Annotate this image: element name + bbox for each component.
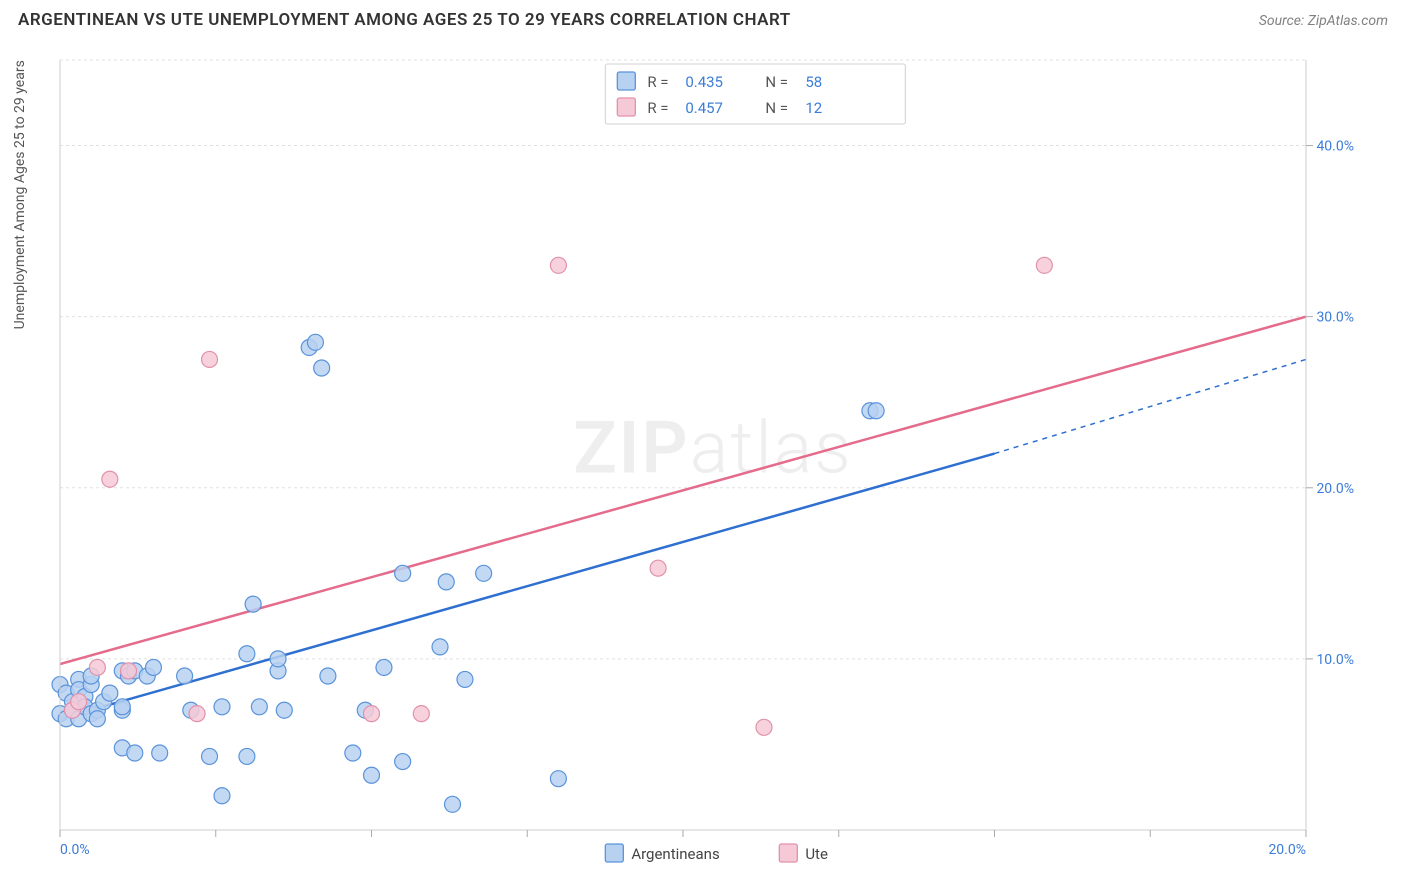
y-axis-label: Unemployment Among Ages 25 to 29 years [12,60,28,329]
scatter-point [550,771,566,787]
legend-n-label: N = [765,99,788,117]
scatter-point [202,748,218,764]
legend-r-label: R = [647,99,668,117]
chart-source: Source: ZipAtlas.com [1259,13,1388,29]
scatter-point [307,334,323,350]
scatter-point [89,659,105,675]
scatter-point [145,659,161,675]
scatter-point [202,351,218,367]
legend-swatch [779,844,797,862]
scatter-point [345,745,361,761]
scatter-point [320,668,336,684]
legend-n-value: 12 [805,99,822,117]
scatter-point [251,699,267,715]
svg-text:0.0%: 0.0% [60,842,90,858]
scatter-point [650,560,666,576]
scatter-point [1036,257,1052,273]
scatter-point [114,699,130,715]
scatter-point [438,574,454,590]
svg-text:10.0%: 10.0% [1316,652,1354,668]
legend-series-label: Argentineans [631,845,719,863]
scatter-point [102,685,118,701]
scatter-point [457,671,473,687]
scatter-point [413,706,429,722]
scatter-point [189,706,205,722]
svg-text:20.0%: 20.0% [1268,842,1306,858]
scatter-point [276,702,292,718]
scatter-point [177,668,193,684]
scatter-point [314,360,330,376]
chart-container: Unemployment Among Ages 25 to 29 years Z… [40,40,1386,872]
scatter-point [270,651,286,667]
scatter-point [71,694,87,710]
legend-r-value: 0.435 [685,73,723,91]
legend-r-label: R = [647,73,668,91]
scatter-point [214,699,230,715]
scatter-point [127,745,143,761]
scatter-point [364,706,380,722]
legend-swatch [617,72,635,90]
scatter-point [756,719,772,735]
scatter-point [376,659,392,675]
scatter-point [121,663,137,679]
scatter-point [239,748,255,764]
svg-text:30.0%: 30.0% [1316,310,1354,326]
scatter-point [868,403,884,419]
scatter-point [476,565,492,581]
svg-text:ZIPatlas: ZIPatlas [573,406,853,491]
correlation-scatter-chart: ZIPatlas 0.0% 20.0% 10.0% 20.0% 30.0% 40.0% R =… [40,40,1386,872]
scatter-point [395,754,411,770]
svg-text:20.0%: 20.0% [1316,481,1354,497]
legend-n-label: N = [765,73,788,91]
legend-swatch [605,844,623,862]
legend-r-value: 0.457 [685,99,723,117]
scatter-point [444,796,460,812]
scatter-point [102,471,118,487]
chart-title: ARGENTINEAN VS UTE UNEMPLOYMENT AMONG AG… [18,10,791,30]
scatter-point [89,711,105,727]
legend-series-label: Ute [805,845,828,863]
scatter-point [214,788,230,804]
legend-n-value: 58 [805,73,822,91]
scatter-point [152,745,168,761]
scatter-point [550,257,566,273]
legend-swatch [617,98,635,116]
scatter-point [239,646,255,662]
chart-header: ARGENTINEAN VS UTE UNEMPLOYMENT AMONG AG… [0,0,1406,36]
scatter-point [364,767,380,783]
scatter-point [245,596,261,612]
svg-text:40.0%: 40.0% [1316,139,1354,155]
scatter-point [395,565,411,581]
scatter-point [432,639,448,655]
